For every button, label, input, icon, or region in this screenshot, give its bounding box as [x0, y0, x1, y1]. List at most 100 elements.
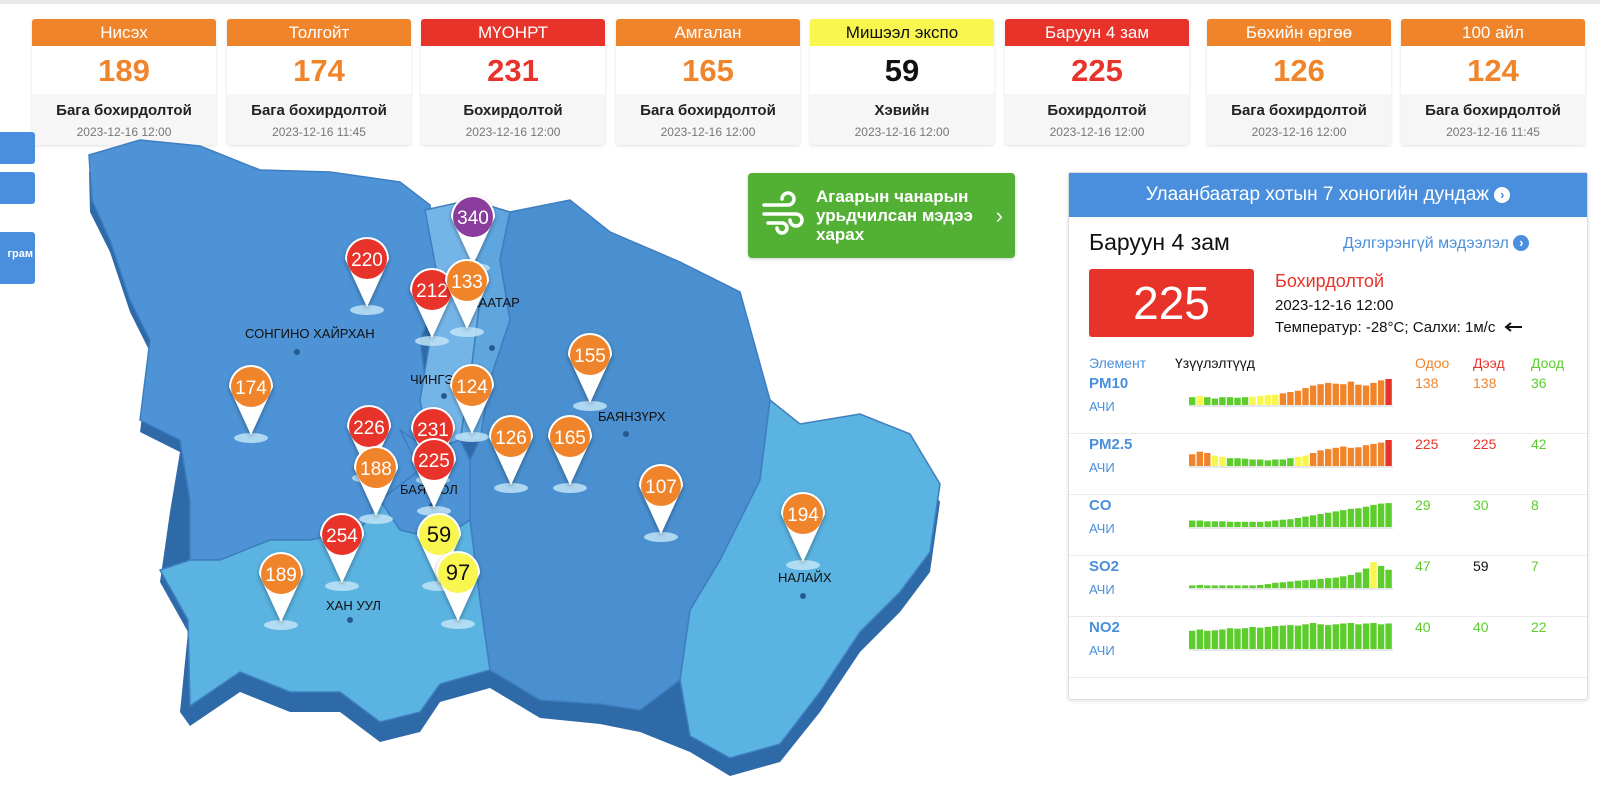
station-card-time: 2023-12-16 12:00	[465, 125, 561, 139]
sparkline-bar	[1196, 520, 1203, 527]
sparkline-bar	[1294, 625, 1302, 649]
forecast-button[interactable]: Агаарын чанарын урьдчилсан мэдээ харах ›	[748, 173, 1015, 258]
marker-value: 165	[554, 428, 586, 449]
station-marker[interactable]: 124	[450, 364, 494, 442]
station-card-status: Бага бохирдолтой	[1425, 102, 1561, 119]
sparkline-bar	[1249, 521, 1256, 527]
station-card-aqi: 165	[616, 46, 800, 94]
station-marker[interactable]: 59	[417, 513, 461, 591]
marker-circle	[349, 407, 389, 447]
station-marker[interactable]: 194	[781, 492, 825, 570]
sparkline-bar	[1302, 516, 1309, 527]
marker-base	[786, 560, 820, 570]
side-tab-1[interactable]	[0, 132, 35, 164]
sparkline-bar	[1347, 575, 1355, 588]
station-card[interactable]: Толгойт 174 Бага бохирдолтой 2023-12-16 11:…	[227, 19, 411, 145]
sparkline-bar	[1196, 451, 1203, 466]
district-dot	[489, 345, 495, 351]
district-label-nalaikh: НАЛАЙХ	[778, 570, 832, 585]
element-row[interactable]: PM2.5 АЧИ 225 225 42	[1069, 434, 1587, 495]
district-nalaikh	[679, 398, 941, 759]
element-row[interactable]: SO2 АЧИ 47 59 7	[1069, 556, 1587, 617]
station-card[interactable]: Мишээл экспо 59 Хэвийн 2023-12-16 12:00	[810, 19, 994, 145]
sparkline-bar	[1272, 626, 1279, 649]
station-marker[interactable]: 220	[344, 236, 389, 315]
panel-title: Улаанбаатар хотын 7 хоногийн дундаж	[1145, 184, 1489, 205]
sparkline-bar	[1189, 520, 1196, 527]
sparkline-bar	[1211, 398, 1219, 405]
district-map[interactable]: СОНГИНО ХАЙРХАН ЧИНГЭ АААТАР БАЯНЗҮРХ БА…	[0, 130, 1040, 792]
sparkline-bar	[1204, 630, 1211, 649]
station-marker[interactable]: 174	[229, 365, 273, 443]
station-card[interactable]: Нисэх 189 Бага бохирдолтой 2023-12-16 12:00	[32, 19, 216, 145]
district-label-songino-khairkhan: СОНГИНО ХАЙРХАН	[245, 326, 375, 341]
element-name: NO2	[1089, 619, 1120, 636]
aqi-value-box: 225	[1089, 269, 1254, 337]
station-card-time: 2023-12-16 12:00	[660, 125, 756, 139]
marker-value: 194	[787, 505, 819, 526]
station-marker[interactable]: 189	[259, 552, 303, 630]
station-card[interactable]: 100 айл 124 Бага бохирдолтой 2023-12-16 11:…	[1401, 19, 1585, 145]
station-marker[interactable]: 225	[412, 438, 456, 516]
col-header-max: Дээд	[1473, 355, 1505, 371]
marker-circle	[452, 366, 492, 406]
side-tab-program[interactable]: грам	[0, 232, 35, 284]
marker-circle	[322, 515, 362, 555]
sparkline-bar	[1385, 440, 1392, 466]
sparkline-bar	[1309, 453, 1317, 466]
sparkline-bar	[1362, 568, 1370, 588]
sparkline-bar	[1249, 396, 1256, 405]
sparkline-bar	[1355, 384, 1362, 405]
station-marker[interactable]: 212	[410, 268, 454, 346]
marker-base	[455, 432, 489, 442]
marker-value: 174	[235, 378, 267, 399]
element-row[interactable]: PM10 АЧИ 138 138 36	[1069, 373, 1587, 434]
sparkline-bar	[1355, 447, 1362, 466]
element-min: 22	[1531, 619, 1547, 635]
station-marker[interactable]: 107	[639, 464, 683, 542]
top-border	[0, 0, 1600, 4]
station-card[interactable]: Баруун 4 зам 225 Бохирдолтой 2023-12-16 12:…	[1005, 19, 1189, 145]
station-card[interactable]: МҮОНРТ 231 Бохирдолтой 2023-12-16 12:00	[421, 19, 605, 145]
district-label-sukhbaatar: АААТАР	[470, 295, 520, 310]
chevron-right-icon: ›	[995, 203, 1003, 228]
district-dot	[347, 617, 353, 623]
element-max: 225	[1473, 436, 1497, 452]
sparkline-bar	[1287, 458, 1294, 466]
side-tab-2[interactable]	[0, 172, 35, 204]
element-row[interactable]: CO АЧИ 29 30 8	[1069, 495, 1587, 556]
sparkline-bar	[1347, 447, 1355, 466]
sparkline-bar	[1385, 623, 1392, 649]
sparkline-bar	[1219, 585, 1226, 588]
sparkline-bar	[1257, 395, 1264, 405]
station-card[interactable]: Амгалан 165 Бага бохирдолтой 2023-12-16 12:…	[616, 19, 800, 145]
station-marker[interactable]: 126	[489, 415, 533, 493]
marker-base	[644, 532, 678, 542]
weekly-average-link[interactable]: Улаанбаатар хотын 7 хоногийн дундаж ›	[1069, 173, 1587, 217]
station-marker[interactable]: 155	[568, 333, 612, 411]
sparkline-bar	[1309, 623, 1317, 649]
sparkline-bar	[1340, 384, 1347, 405]
station-marker[interactable]: 165	[548, 415, 592, 493]
sparkline-bar	[1317, 450, 1324, 466]
sparkline-bar	[1196, 584, 1203, 588]
sparkline-bar	[1264, 584, 1271, 588]
detail-link[interactable]: Дэлгэрэнгүй мэдээлэл ›	[1343, 235, 1530, 253]
sparkline-bar	[1317, 384, 1324, 405]
station-marker[interactable]: 133	[445, 259, 489, 337]
sparkline-bar	[1332, 511, 1339, 527]
district-dot	[623, 431, 629, 437]
station-marker[interactable]: 188	[354, 446, 398, 524]
element-row[interactable]: NO2 АЧИ 40 40 22	[1069, 617, 1587, 678]
station-marker[interactable]: 254	[320, 513, 364, 591]
element-sparkline	[1189, 379, 1393, 407]
marker-circle	[438, 553, 478, 593]
sparkline-bar	[1362, 506, 1370, 527]
sparkline-bar	[1257, 627, 1264, 649]
marker-circle	[413, 409, 453, 449]
sparkline-bar	[1362, 445, 1370, 466]
station-card[interactable]: Бөхийн өргөө 126 Бага бохирдолтой 2023-12-1…	[1207, 19, 1391, 145]
sparkline-bar	[1196, 629, 1203, 649]
station-marker[interactable]: 97	[436, 551, 480, 629]
sparkline-bar	[1204, 453, 1211, 466]
